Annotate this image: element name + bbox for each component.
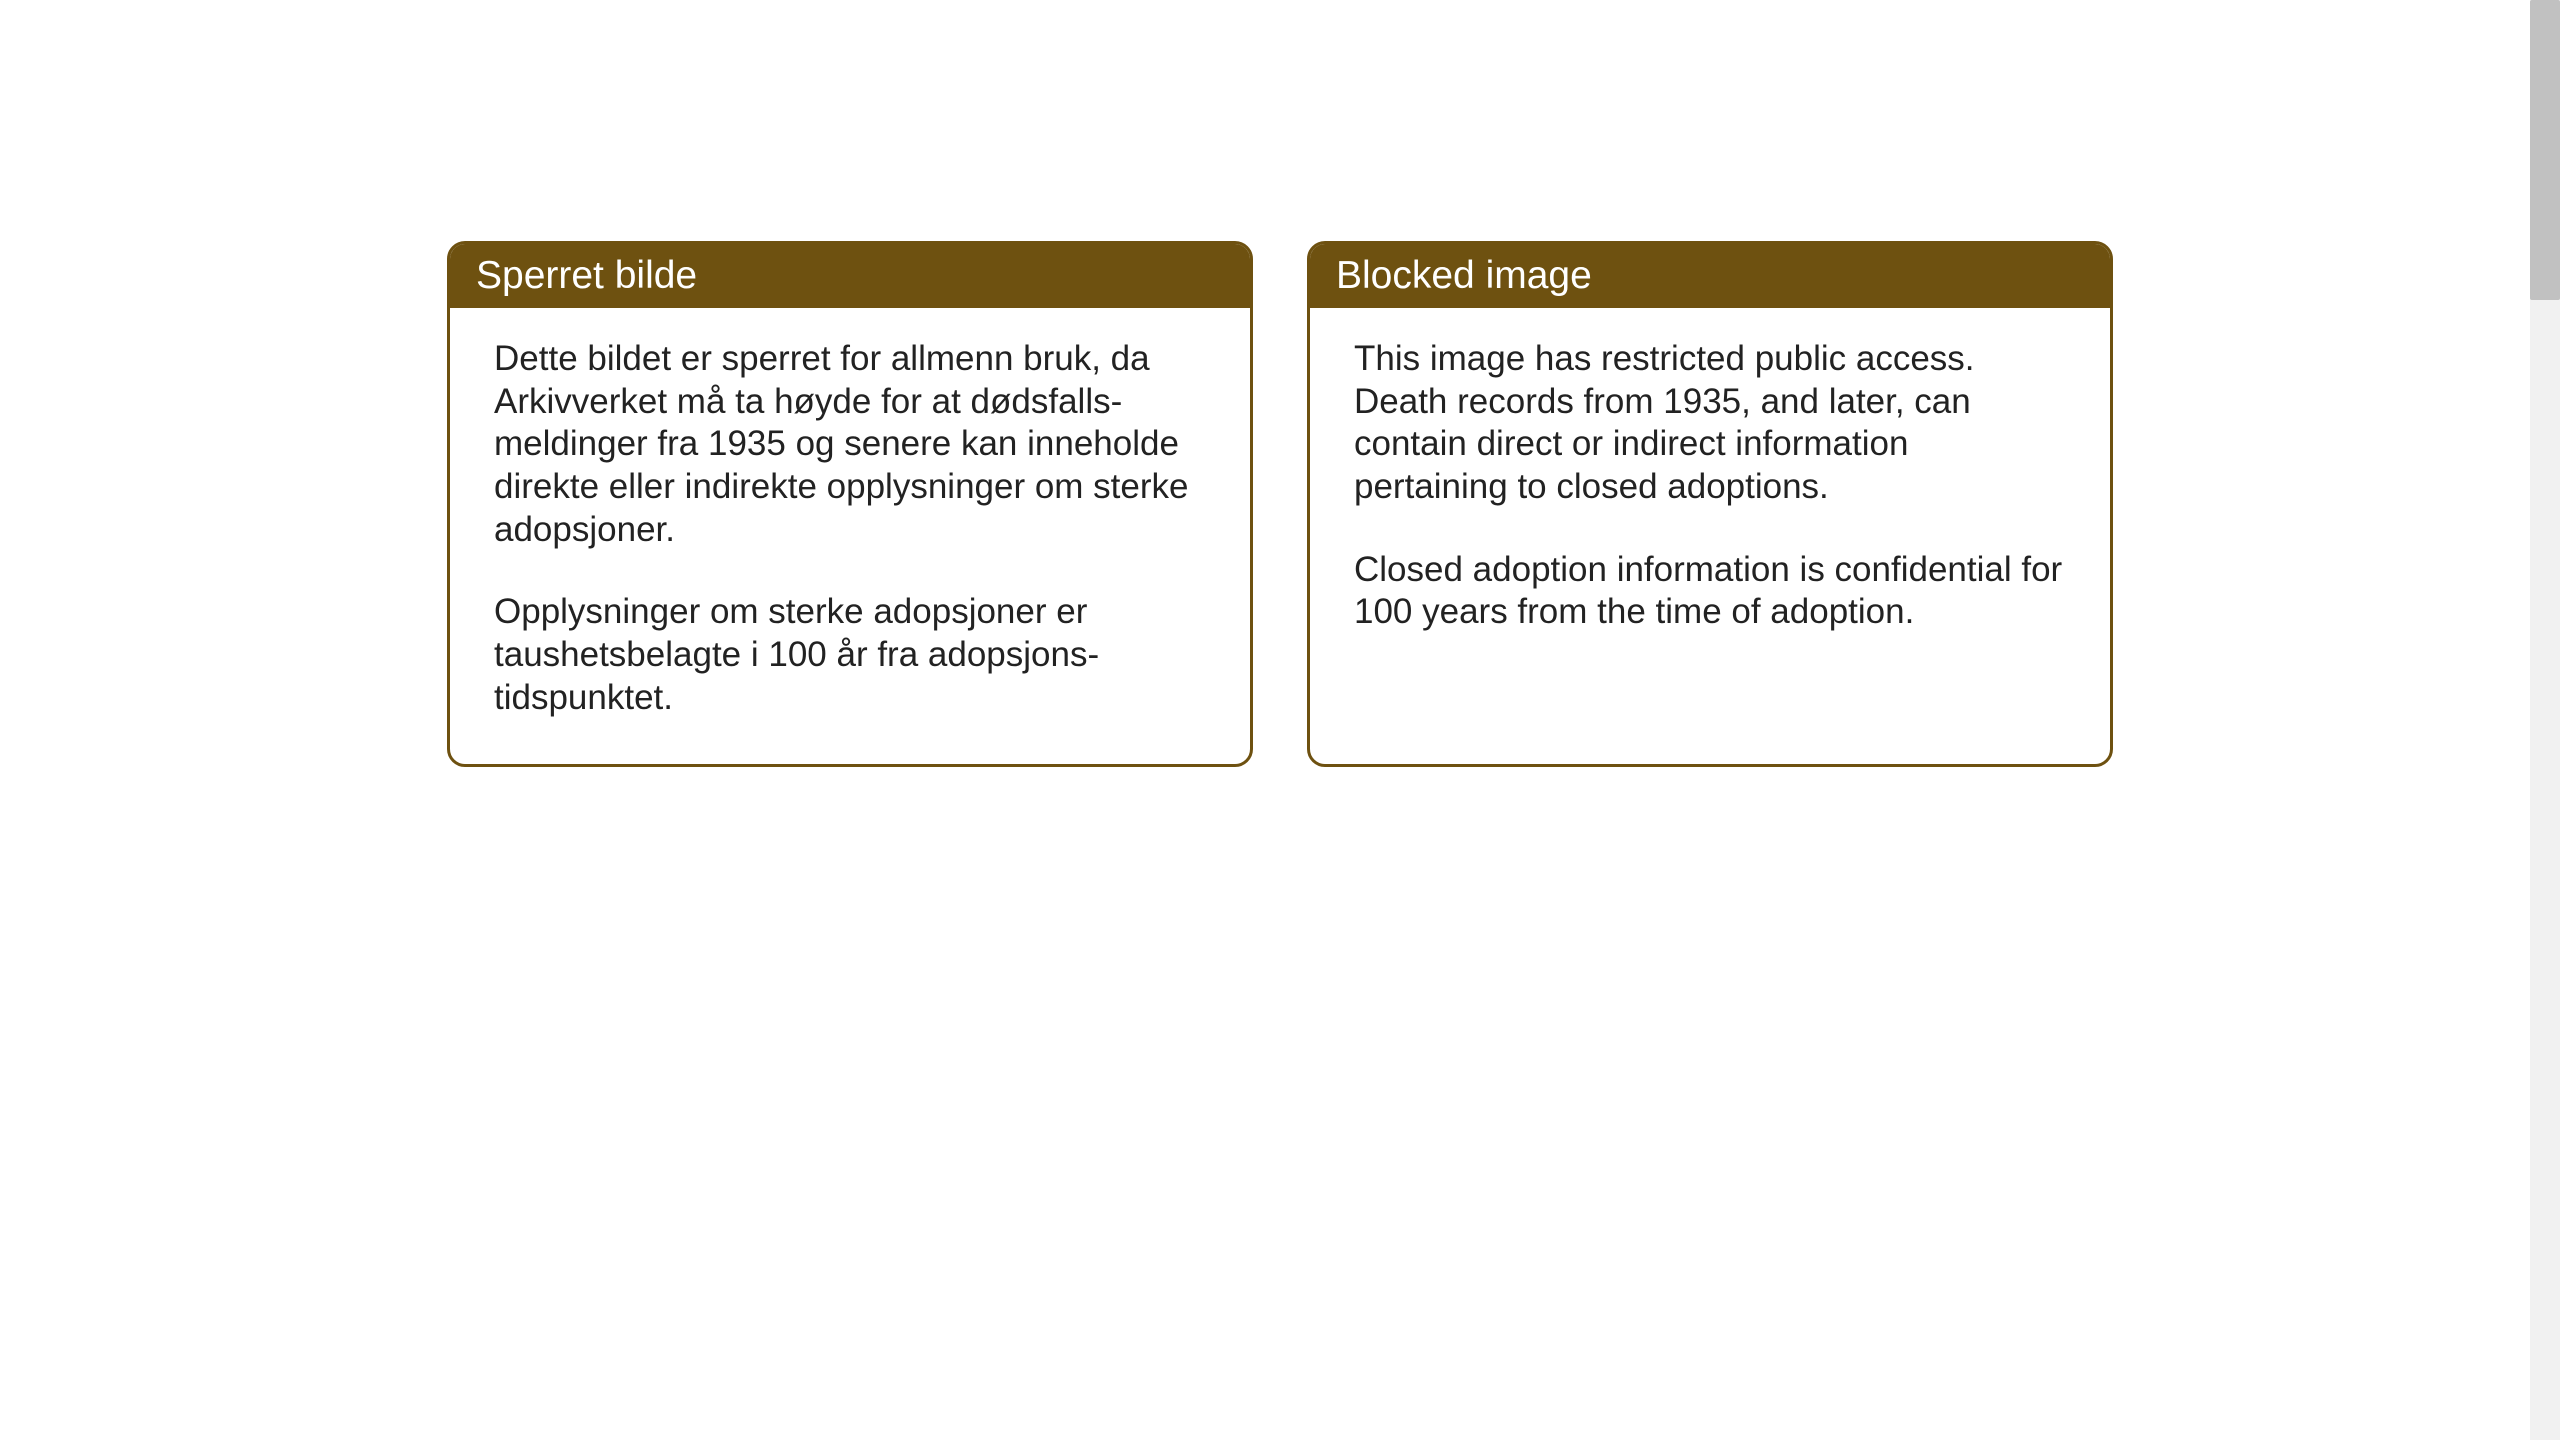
scrollbar-track[interactable]: [2530, 0, 2560, 1440]
card-paragraph1-english: This image has restricted public access.…: [1354, 338, 2066, 509]
card-body-norwegian: Dette bildet er sperret for allmenn bruk…: [450, 308, 1250, 764]
card-english: Blocked image This image has restricted …: [1307, 241, 2113, 767]
card-header-norwegian: Sperret bilde: [450, 244, 1250, 308]
card-title-english: Blocked image: [1336, 254, 1592, 297]
cards-container: Sperret bilde Dette bildet er sperret fo…: [0, 241, 2560, 767]
card-paragraph2-norwegian: Opplysninger om sterke adopsjoner er tau…: [494, 591, 1206, 719]
card-header-english: Blocked image: [1310, 244, 2110, 308]
card-norwegian: Sperret bilde Dette bildet er sperret fo…: [447, 241, 1253, 767]
card-paragraph2-english: Closed adoption information is confident…: [1354, 549, 2066, 634]
card-title-norwegian: Sperret bilde: [476, 254, 697, 297]
card-paragraph1-norwegian: Dette bildet er sperret for allmenn bruk…: [494, 338, 1206, 551]
card-body-english: This image has restricted public access.…: [1310, 308, 2110, 740]
scrollbar-thumb[interactable]: [2530, 0, 2560, 300]
